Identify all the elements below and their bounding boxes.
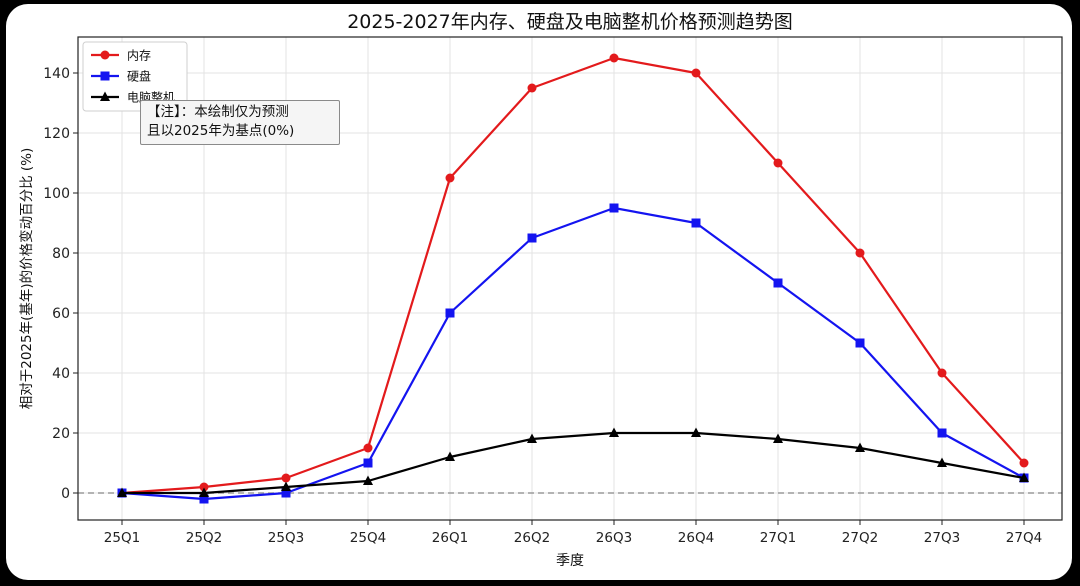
series-line — [121, 56, 1025, 495]
series-line — [121, 206, 1025, 501]
data-point — [609, 203, 619, 213]
x-tick-label: 27Q3 — [924, 530, 960, 546]
legend-label: 硬盘 — [127, 69, 151, 84]
x-tick-label: 26Q2 — [514, 530, 550, 546]
data-point — [363, 443, 373, 453]
data-point — [609, 53, 619, 63]
y-tick-label: 140 — [43, 66, 70, 82]
data-point — [691, 68, 701, 78]
legend-marker — [100, 71, 110, 81]
data-point — [281, 473, 291, 483]
price-trend-chart: 0 20 40 60 80 100 120 140 25Q1 25Q2 25Q3 25Q4 26Q1 26… — [18, 11, 1063, 569]
data-point — [527, 83, 537, 93]
chart-frame: 0 20 40 60 80 100 120 140 25Q1 25Q2 25Q3 25Q4 26Q1 26… — [6, 4, 1072, 580]
legend-marker — [100, 50, 110, 60]
series-2 — [117, 427, 1029, 497]
x-tick-label: 25Q4 — [350, 530, 386, 546]
data-point — [445, 173, 455, 183]
note-line-2: 且以2025年为基点(0%) — [147, 123, 295, 139]
series-1 — [117, 203, 1029, 504]
data-point — [199, 487, 209, 497]
x-tick-label: 27Q2 — [842, 530, 878, 546]
x-tick-label: 25Q2 — [186, 530, 222, 546]
annotation-note: 【注】：本绘制仅为预测 且以2025年为基点(0%) — [140, 100, 340, 145]
y-tick-label: 120 — [43, 126, 70, 142]
data-point — [363, 458, 373, 468]
y-tick-label: 20 — [52, 426, 70, 442]
data-point — [199, 494, 209, 504]
note-line-1: 【注】：本绘制仅为预测 — [147, 104, 289, 120]
data-point — [691, 427, 701, 437]
data-point — [609, 427, 619, 437]
y-tick-label: 60 — [52, 306, 70, 322]
x-tick-label: 25Q3 — [268, 530, 304, 546]
data-point — [281, 481, 291, 491]
data-point — [937, 368, 947, 378]
x-tick-label: 25Q1 — [104, 530, 140, 546]
data-point — [855, 442, 865, 452]
data-point — [527, 433, 537, 443]
data-point — [199, 482, 209, 492]
x-tick-label: 27Q4 — [1006, 530, 1042, 546]
data-point — [445, 451, 455, 461]
data-point — [1019, 472, 1029, 482]
data-point — [937, 457, 947, 467]
y-axis-label: 相对于2025年(基年)的价格变动百分比 (%) — [18, 148, 35, 410]
data-point — [773, 278, 783, 288]
data-point — [117, 487, 127, 497]
x-axis-label: 季度 — [556, 553, 584, 569]
data-point — [527, 233, 537, 243]
y-tick-label: 0 — [61, 486, 70, 502]
y-tick-label: 80 — [52, 246, 70, 262]
legend-box — [82, 41, 188, 112]
data-point — [855, 338, 865, 348]
data-point — [281, 488, 291, 498]
legend-label: 内存 — [127, 49, 151, 63]
x-tick-label: 27Q1 — [760, 530, 796, 546]
data-point — [855, 248, 865, 258]
plot-frame — [77, 36, 1063, 521]
data-point — [937, 428, 947, 438]
chart-title: 2025-2027年内存、硬盘及电脑整机价格预测趋势图 — [347, 11, 793, 33]
data-point — [1019, 458, 1029, 468]
x-tick-label: 26Q3 — [596, 530, 632, 546]
data-point — [773, 158, 783, 168]
legend-marker — [100, 91, 110, 101]
data-point — [691, 218, 701, 228]
y-tick-label: 40 — [52, 366, 70, 382]
data-point — [445, 308, 455, 318]
data-point — [773, 433, 783, 443]
data-point — [363, 475, 373, 485]
x-tick-label: 26Q1 — [432, 530, 468, 546]
y-tick-label: 100 — [43, 186, 70, 202]
series-line — [122, 431, 1025, 495]
x-tick-label: 26Q4 — [678, 530, 714, 546]
